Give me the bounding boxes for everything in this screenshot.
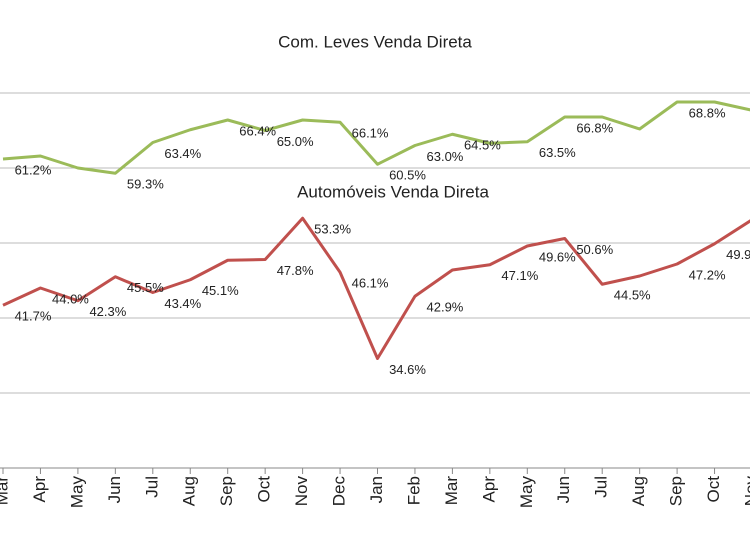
data-label: 34.6%	[389, 362, 426, 377]
data-label: 47.2%	[689, 267, 726, 282]
data-label: 66.8%	[576, 120, 613, 135]
data-label: 63.0%	[427, 149, 464, 164]
data-label: 66.4%	[239, 123, 276, 138]
chart-title: Com. Leves Venda Direta	[278, 32, 472, 51]
data-label: 59.3%	[127, 177, 164, 192]
data-label: 49.9%	[726, 247, 750, 262]
data-label: 65.0%	[277, 134, 314, 149]
data-label: 66.1%	[352, 126, 389, 141]
x-tick-label: May	[67, 476, 86, 509]
data-label: 45.1%	[202, 283, 239, 298]
x-tick-label: Apr	[30, 476, 49, 503]
data-label: 64.5%	[464, 138, 501, 153]
x-tick-label: Jun	[554, 476, 573, 503]
series-line	[2, 216, 750, 360]
data-label: 41.7%	[15, 309, 52, 324]
x-tick-label: Oct	[255, 476, 274, 503]
data-label: 46.1%	[352, 276, 389, 291]
x-tick-label: Apr	[479, 476, 498, 503]
x-tick-label: Sep	[667, 476, 686, 506]
data-label: 42.9%	[427, 300, 464, 315]
data-label: 47.8%	[277, 263, 314, 278]
x-tick-label: Dec	[330, 476, 349, 507]
x-tick-label: May	[517, 476, 536, 509]
data-label: 61.2%	[15, 162, 52, 177]
x-tick-label: Oct	[704, 476, 723, 503]
data-label: 44.0%	[52, 291, 89, 306]
data-label: 49.6%	[539, 249, 576, 264]
data-label: 44.5%	[614, 288, 651, 303]
x-tick-label: Jan	[367, 476, 386, 503]
data-label: 63.4%	[164, 146, 201, 161]
chart-title: Automóveis Venda Direta	[297, 182, 489, 201]
data-label: 68.8%	[689, 105, 726, 120]
data-label: 63.5%	[539, 145, 576, 160]
data-label: 50.6%	[576, 242, 613, 257]
data-label: 53.3%	[314, 222, 351, 237]
data-label: 60.5%	[389, 168, 426, 183]
series-line	[2, 100, 750, 175]
x-tick-label: Aug	[629, 476, 648, 506]
data-label: 45.5%	[127, 280, 164, 295]
x-tick-label: Feb	[404, 476, 423, 505]
data-label: 47.1%	[501, 268, 538, 283]
x-tick-label: Mar	[0, 476, 11, 506]
x-tick-label: Jul	[142, 476, 161, 498]
x-tick-label: Nov	[292, 476, 311, 507]
x-tick-label: Aug	[180, 476, 199, 506]
data-label: 43.4%	[164, 296, 201, 311]
x-tick-label: Sep	[217, 476, 236, 506]
x-tick-label: Jul	[592, 476, 611, 498]
x-tick-label: Jun	[105, 476, 124, 503]
x-tick-label: Mar	[442, 476, 461, 506]
x-tick-label: Nov	[741, 476, 750, 507]
data-label: 42.3%	[89, 304, 126, 319]
